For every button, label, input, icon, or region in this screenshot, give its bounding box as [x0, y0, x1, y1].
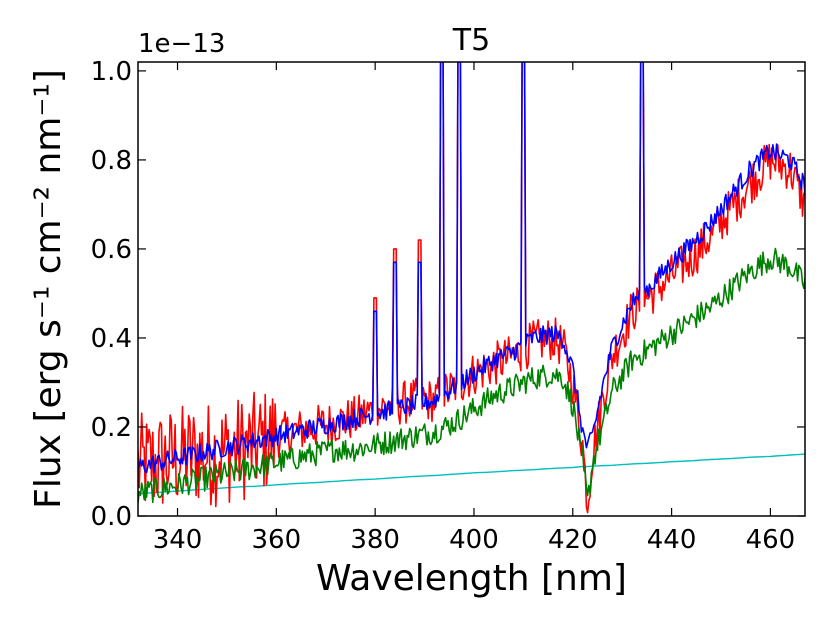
x-tick-label: 460	[746, 525, 796, 555]
series-line-red	[138, 62, 805, 514]
y-tick-label: 0.6	[91, 235, 132, 265]
chart-title: T5	[452, 23, 490, 58]
x-tick-label: 360	[252, 525, 302, 555]
series-line-green	[138, 247, 805, 504]
x-tick-label: 400	[449, 525, 499, 555]
plot-frame	[137, 61, 806, 517]
y-tick-label: 0.8	[91, 146, 132, 176]
series-line-cyan	[138, 453, 805, 495]
x-tick-label: 440	[647, 525, 697, 555]
y-tick-label: 0.2	[91, 413, 132, 443]
series-line-blue	[138, 62, 805, 474]
x-tick-label: 380	[350, 525, 400, 555]
y-offset-label: 1e−13	[138, 29, 225, 59]
y-tick-label: 1.0	[91, 57, 132, 87]
y-tick-label: 0.4	[91, 324, 132, 354]
y-axis-label: Flux [erg s⁻¹ cm⁻² nm⁻¹]	[28, 69, 69, 509]
x-tick-label: 340	[153, 525, 203, 555]
y-tick-label: 0.0	[91, 502, 132, 532]
x-axis-label: Wavelength [nm]	[316, 558, 627, 599]
x-tick-label: 420	[548, 525, 598, 555]
